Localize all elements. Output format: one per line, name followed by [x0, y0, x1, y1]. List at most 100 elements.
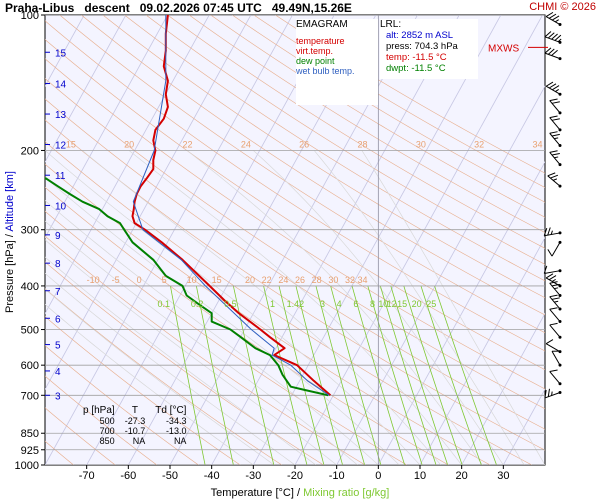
y-tick-label: 200 [21, 145, 39, 157]
isotherm-line [45, 15, 168, 239]
wind-barb-flag [551, 297, 560, 300]
moist-adiabat-label: 28 [312, 275, 322, 285]
wind-barb-flag [549, 307, 558, 310]
y-tick-label: 700 [21, 390, 39, 402]
wind-barb-flag [545, 11, 554, 17]
altitude-tick-label: 14 [55, 80, 67, 91]
moist-adiabat-label: -5 [112, 275, 120, 285]
wind-barb [551, 350, 562, 367]
wind-barb-dot [558, 269, 562, 273]
wind-barb-halfflag [550, 230, 553, 235]
isotherm-line [336, 85, 545, 465]
wind-barb-dot [558, 293, 562, 297]
lrl-box: LRL: alt: 2852 m ASL press: 704.3 hPa te… [380, 19, 478, 79]
altitude-tick-label: 8 [55, 259, 61, 270]
wind-barb-flag [545, 81, 554, 87]
wind-barb-flag [551, 133, 560, 137]
x-axis-label-mix: Mixing ratio [g/kg] [303, 487, 390, 499]
x-axis-label-temp: Temperature [°C] [210, 487, 294, 499]
wind-barb-staff [549, 117, 561, 131]
dry-adiabat-line [45, 288, 283, 465]
wind-barb-dot [558, 128, 562, 132]
wind-barb-halfflag [555, 89, 559, 92]
lrl-temp: temp: -11.5 °C [386, 52, 447, 63]
isotherm-line [461, 312, 545, 465]
dry-adiabat-label: 15 [66, 139, 76, 149]
dry-adiabat-label: 34 [533, 139, 543, 149]
wind-barb-flag [551, 101, 560, 104]
wind-barb-staff [549, 152, 561, 165]
y-tick-label: 850 [21, 428, 39, 440]
wind-barb-staff [545, 16, 561, 25]
mixing-ratio-label: 20 [412, 299, 422, 309]
isotherm-line [211, 15, 460, 465]
isotherm-line [544, 464, 545, 465]
wind-barb [545, 81, 562, 96]
y-axis-label-sep: / [4, 234, 16, 238]
wind-barb-flag [549, 131, 558, 134]
dry-adiabat-line [45, 39, 545, 371]
isotherm-line [45, 15, 210, 315]
table-cell: NA [132, 436, 146, 446]
wind-barb-dot [558, 163, 562, 167]
x-tick-label: -50 [162, 470, 178, 482]
x-axis-title: Temperature [°C] / Mixing ratio [g/kg] [0, 487, 600, 499]
isotherm-line [252, 15, 502, 465]
mixing-ratio-label: 4 [337, 299, 342, 309]
wind-barb-halfflag [551, 278, 556, 282]
altitude-tick-label: 12 [55, 141, 67, 152]
mixing-ratio-label: 12 [387, 299, 397, 309]
mixing-ratio-label: 25 [426, 299, 436, 309]
wind-barb-flag [544, 389, 547, 399]
wind-barb-dot [558, 390, 562, 394]
mixing-ratio-label: 15 [397, 299, 407, 309]
wind-barb-flag [544, 47, 552, 54]
wind-barb-flag [547, 32, 555, 39]
wind-barb-staff [545, 85, 561, 95]
wind-barb-staff [544, 52, 561, 60]
mixing-ratio-label: 8 [370, 299, 375, 309]
wind-barb [549, 322, 562, 339]
wind-barb [549, 369, 562, 386]
wind-barb [545, 11, 562, 27]
wind-barb-flag [543, 227, 548, 236]
altitude-tick-label: 4 [55, 367, 61, 378]
table-row: 850 NA NA [78, 436, 191, 446]
isotherm-line [86, 15, 335, 465]
wind-barb-staff [549, 324, 561, 338]
y-tick-label: 300 [21, 225, 39, 237]
mixing-ratio-label: 10 [378, 299, 388, 309]
table-row: 500 -27.3 -34.3 [78, 416, 191, 426]
y-tick-label: 1000 [15, 460, 39, 472]
dry-adiabat-label: 28 [358, 139, 368, 149]
dry-adiabat-line [45, 375, 158, 465]
dry-adiabat-line [124, 15, 545, 282]
wind-barb-flag [554, 34, 562, 41]
wind-barb-dot [558, 23, 562, 27]
mixing-ratio-label: 1 [270, 299, 275, 309]
y-axis-label-pressure: Pressure [hPa] [4, 240, 16, 313]
legend-title: EMAGRAM [296, 19, 348, 30]
x-tick-label: 10 [414, 470, 426, 482]
y-tick-label: 400 [21, 281, 39, 293]
table-cell: -27.3 [124, 416, 146, 426]
wind-barb-flag [549, 281, 558, 284]
wind-barb-dot [558, 350, 562, 354]
wind-barb-staff [544, 232, 561, 237]
dry-adiabat-label: 30 [416, 139, 426, 149]
wind-barb-flag [549, 369, 558, 373]
dry-adiabat-line [275, 15, 545, 174]
isotherm-line [502, 388, 545, 465]
wind-barb-flag [547, 249, 553, 257]
wind-barb-dot [558, 382, 562, 386]
dry-adiabat-line [45, 58, 545, 390]
legend: EMAGRAM temperature virt.temp. dew point… [296, 19, 378, 105]
summary-table: p [hPa] T Td [°C] 500 -27.3 -34.3 700 -1… [78, 405, 191, 446]
wind-barb-halfflag [554, 287, 559, 290]
wind-barb-flag [547, 388, 550, 397]
wind-barb [549, 294, 562, 311]
moist-adiabat-label: 34 [358, 275, 368, 285]
altitude-tick-label: 5 [55, 341, 61, 352]
dry-adiabat-line [45, 210, 408, 465]
wind-barb-staff [549, 132, 561, 146]
